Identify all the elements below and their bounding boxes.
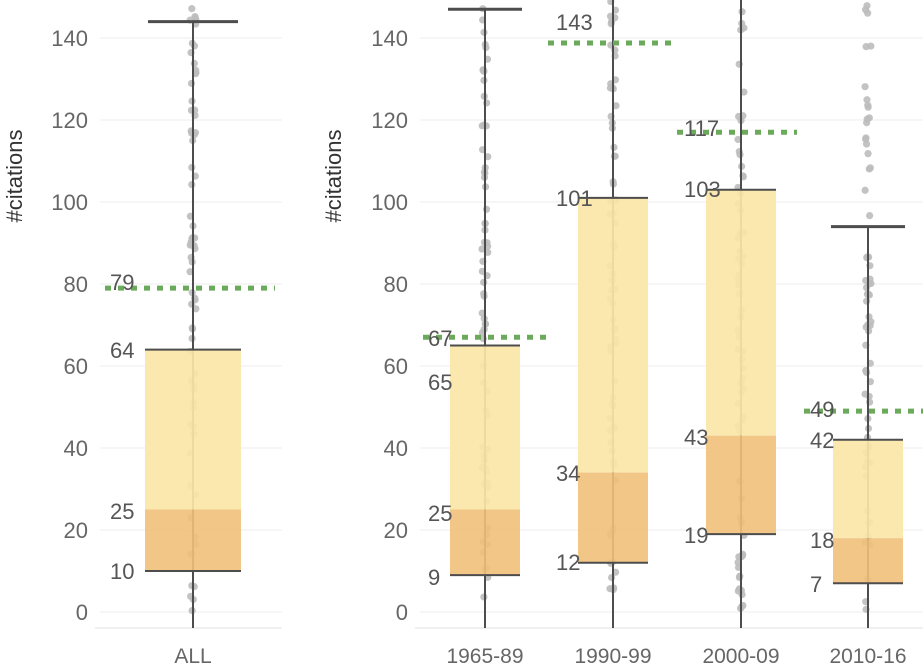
- outlier-point: [186, 268, 194, 276]
- outlier-point: [188, 234, 196, 242]
- stat-label: 9: [428, 565, 440, 590]
- stat-label: 65: [428, 370, 452, 395]
- y-tick-label: 0: [76, 600, 88, 625]
- outlier-point: [480, 593, 488, 601]
- y-tick-label: 120: [371, 108, 408, 133]
- outlier-point: [734, 558, 742, 567]
- stat-label: 101: [556, 186, 593, 211]
- outlier-point: [864, 150, 872, 158]
- outlier-point: [480, 121, 488, 129]
- y-tick-label: 60: [384, 354, 408, 379]
- box-upper: [450, 345, 520, 510]
- outlier-point: [606, 585, 614, 593]
- stat-label: 25: [110, 499, 134, 524]
- outlier-point: [480, 290, 488, 298]
- outlier-point: [863, 119, 871, 127]
- outlier-point: [738, 8, 746, 16]
- box-lower: [578, 472, 648, 563]
- stat-label: 18: [810, 528, 834, 553]
- x-tick-label: 2000-09: [702, 645, 779, 668]
- box-upper: [833, 439, 903, 539]
- outlier-point: [863, 96, 871, 104]
- outlier-point: [861, 83, 869, 91]
- outlier-point: [734, 135, 742, 144]
- y-tick-label: 100: [51, 190, 88, 215]
- stat-label: 67: [428, 326, 452, 351]
- outlier-point: [478, 245, 486, 253]
- outlier-point: [862, 140, 871, 148]
- y-tick-label: 80: [384, 272, 408, 297]
- outlier-point: [187, 79, 196, 88]
- outlier-point: [188, 5, 196, 13]
- stat-label: 143: [556, 10, 593, 35]
- box-upper: [145, 349, 241, 510]
- y-tick-label: 80: [64, 272, 88, 297]
- stat-label: 49: [810, 397, 834, 422]
- box-upper: [578, 197, 648, 473]
- outlier-point: [480, 278, 488, 286]
- panel-periods: 0 20 40 60 80 100 120 140 #citations 67 65 25 9 1965-…: [321, 0, 923, 668]
- y-tick-label: 20: [384, 518, 408, 543]
- y-tick-label: 40: [384, 436, 408, 461]
- stat-label: 43: [684, 425, 708, 450]
- outlier-point: [612, 102, 620, 110]
- outlier-point: [862, 134, 870, 142]
- y-tick-label: 40: [64, 436, 88, 461]
- y-tick-label: 20: [64, 518, 88, 543]
- outlier-point: [188, 163, 196, 172]
- panel-all: 0 20 40 60 80 100 120 140 #citations 79 64 25 10 ALL: [2, 5, 282, 668]
- y-tick-label: 120: [51, 108, 88, 133]
- outlier-point: [861, 390, 869, 398]
- y-tick-label: 100: [371, 190, 408, 215]
- box-lower: [706, 435, 776, 535]
- outlier-point: [867, 42, 875, 50]
- x-tick-label: ALL: [174, 645, 211, 668]
- stat-label: 19: [684, 523, 708, 548]
- outlier-point: [190, 59, 198, 67]
- outlier-point: [861, 6, 870, 14]
- stat-label: 34: [556, 461, 580, 486]
- stat-label: 103: [684, 177, 721, 202]
- x-tick-label: 1965-89: [446, 645, 523, 668]
- x-tick-label: 2010-16: [829, 645, 906, 668]
- outlier-point: [188, 129, 196, 137]
- outlier-point: [866, 164, 874, 172]
- stat-label: 117: [684, 116, 719, 141]
- y-tick-label: 140: [371, 26, 408, 51]
- outlier-point: [190, 242, 198, 250]
- outlier-point: [190, 42, 199, 50]
- outlier-point: [863, 254, 871, 262]
- outlier-point: [861, 186, 869, 194]
- outlier-point: [863, 368, 871, 377]
- outlier-point: [190, 582, 198, 591]
- outlier-point: [480, 76, 488, 84]
- outlier-point: [740, 88, 748, 96]
- outlier-point: [192, 305, 200, 313]
- x-tick-label: 1990-99: [574, 645, 651, 668]
- stat-label: 25: [428, 501, 452, 526]
- box-upper: [706, 189, 776, 436]
- stat-label: 42: [810, 428, 834, 453]
- stat-label: 10: [110, 559, 134, 584]
- y-tick-label: 60: [64, 354, 88, 379]
- y-tick-label: 140: [51, 26, 88, 51]
- box-lower: [145, 509, 241, 571]
- box-lower: [450, 509, 520, 576]
- outlier-point: [188, 181, 196, 189]
- outlier-point: [480, 67, 488, 75]
- stat-label: 79: [110, 270, 134, 295]
- box-lower: [833, 538, 903, 584]
- outlier-point: [863, 297, 871, 305]
- y-axis-label: #citations: [321, 130, 346, 223]
- y-axis-label: #citations: [2, 130, 27, 223]
- outlier-point: [864, 103, 872, 111]
- stat-label: 7: [810, 572, 822, 597]
- outlier-point: [866, 211, 874, 220]
- stat-label: 12: [556, 550, 580, 575]
- outlier-point: [736, 572, 744, 580]
- y-tick-label: 0: [396, 600, 408, 625]
- stat-label: 64: [110, 338, 134, 363]
